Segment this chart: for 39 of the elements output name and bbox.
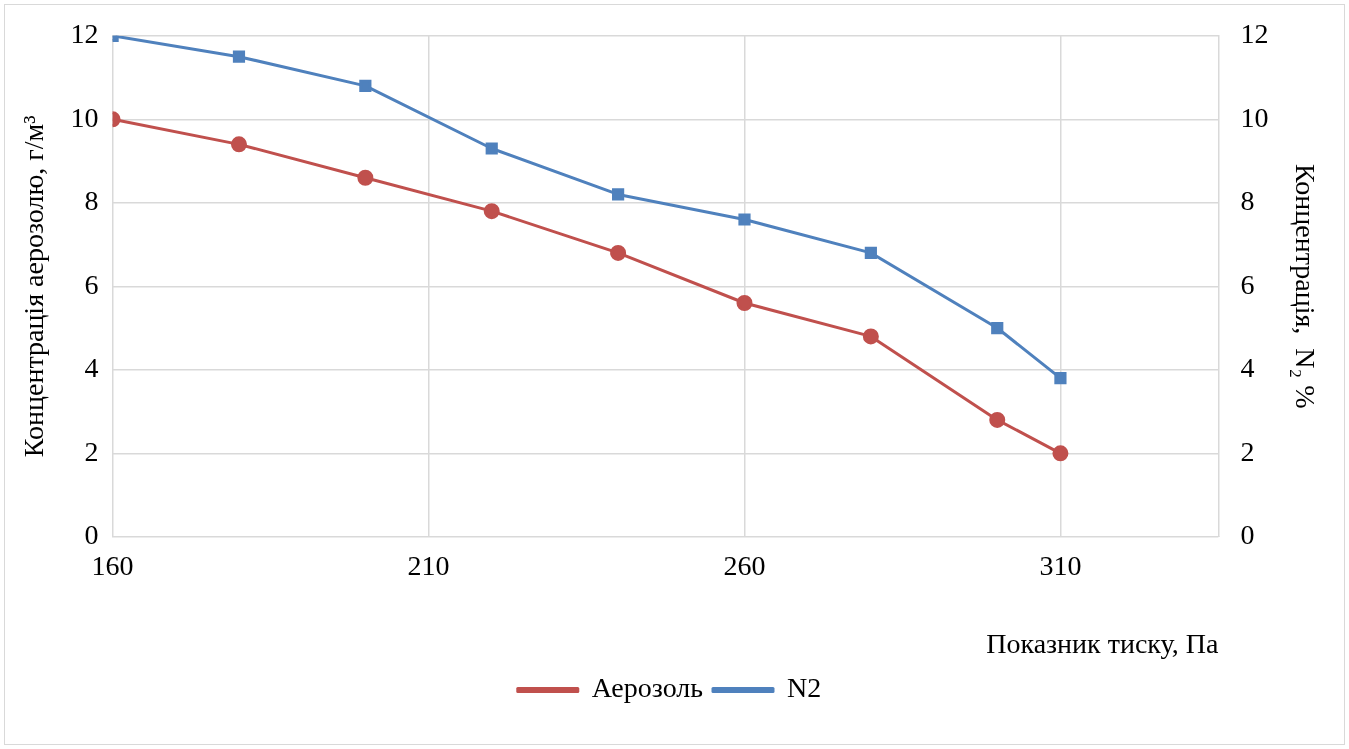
y-tick-label: 6 (84, 268, 99, 300)
point (862, 328, 879, 345)
point (359, 79, 372, 92)
y2-tick-label: 6 (1240, 268, 1255, 300)
point (485, 142, 498, 155)
point (612, 188, 625, 201)
point (1052, 445, 1069, 462)
y2-tick-label: 8 (1240, 185, 1255, 217)
y2-axis-title: Концентрація, N₂ % (1289, 163, 1321, 409)
y2-tick-label: 10 (1240, 101, 1269, 133)
y-tick-label: 2 (84, 435, 99, 467)
y-tick-label: 8 (84, 185, 99, 217)
y-tick-label: 12 (70, 18, 99, 50)
x-tick-label: 310 (1039, 549, 1082, 581)
point (357, 169, 374, 186)
y2-tick-label: 4 (1240, 352, 1255, 384)
point (738, 213, 751, 226)
point (864, 246, 877, 259)
point (991, 321, 1004, 335)
legend-label: N2 (787, 672, 822, 704)
y2-tick-label: 0 (1240, 519, 1255, 551)
x-tick-label: 260 (723, 549, 766, 581)
x-tick-label: 210 (407, 549, 450, 581)
point (232, 50, 246, 63)
legend-label: Аерозоль (591, 672, 704, 704)
point (610, 244, 627, 261)
x-axis-title: Показник тиску, Па (986, 627, 1219, 659)
point (483, 203, 500, 220)
y-axis-title: Концентрація аерозолю, г/м³ (18, 115, 50, 458)
point (230, 136, 247, 153)
y2-tick-label: 2 (1240, 435, 1255, 467)
x-tick-label: 160 (91, 549, 134, 581)
y-tick-label: 0 (84, 519, 99, 551)
y2-tick-label: 12 (1240, 18, 1269, 50)
point (989, 411, 1006, 428)
point (736, 295, 753, 311)
y-tick-label: 10 (70, 101, 99, 133)
point (1054, 372, 1067, 385)
y-tick-label: 4 (84, 352, 99, 384)
